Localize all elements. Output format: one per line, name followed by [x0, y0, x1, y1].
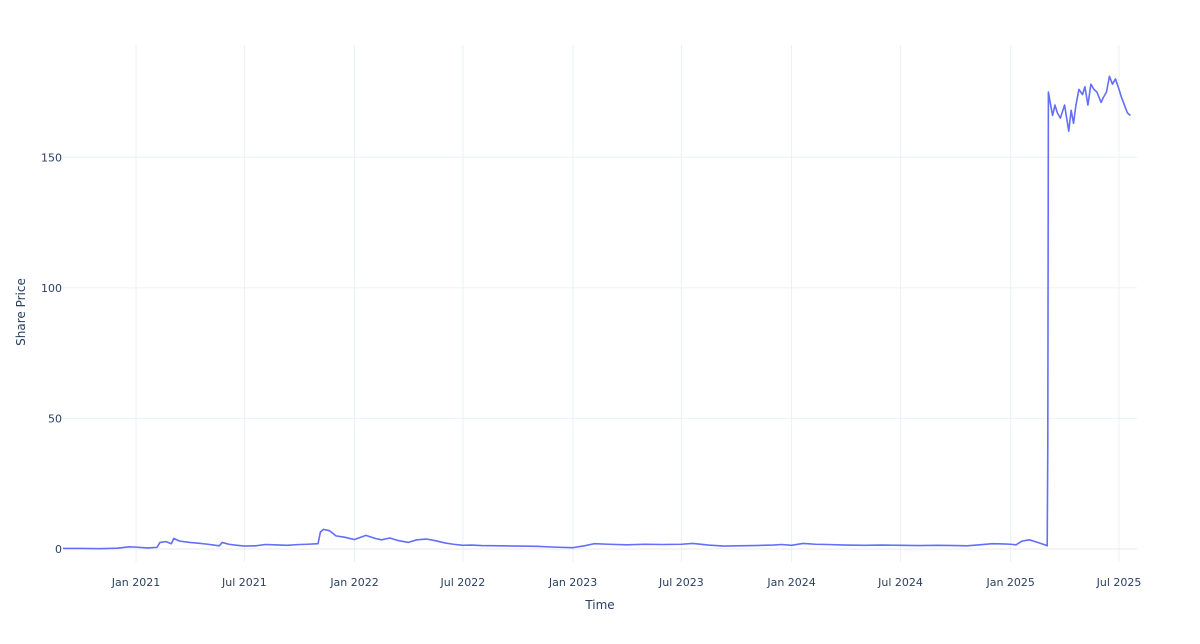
x-tick-label: Jan 2023 [548, 576, 597, 589]
x-tick-label: Jul 2024 [877, 576, 923, 589]
x-tick-label: Jan 2022 [329, 576, 378, 589]
x-tick-label: Jan 2021 [111, 576, 160, 589]
y-tick-label: 50 [48, 412, 62, 425]
x-axis-title: Time [584, 598, 614, 612]
x-tick-label: Jan 2025 [985, 576, 1034, 589]
x-tick-label: Jul 2021 [221, 576, 267, 589]
x-tick-label: Jan 2024 [766, 576, 815, 589]
plot-layer [63, 75, 1131, 550]
y-tick-label: 100 [41, 282, 62, 295]
grid-layer [63, 45, 1137, 562]
x-tick-label: Jul 2025 [1096, 576, 1142, 589]
y-axis-title: Share Price [14, 278, 28, 346]
series-line [63, 75, 1131, 550]
tick-layer: Jan 2021 Jul 2021 Jan 2022 Jul 2022 Jan 2023… [41, 151, 1141, 589]
y-tick-label: 150 [41, 151, 62, 164]
x-tick-label: Jul 2023 [658, 576, 704, 589]
x-tick-label: Jul 2022 [440, 576, 486, 589]
y-tick-label: 0 [55, 543, 62, 556]
